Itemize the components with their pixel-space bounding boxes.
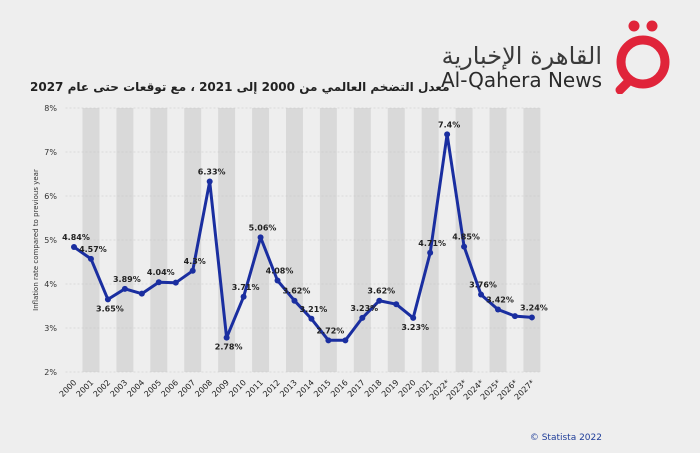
x-tick-label: 2000 bbox=[58, 378, 79, 399]
x-tick-label: 2004 bbox=[125, 378, 146, 399]
x-tick-label: 2016 bbox=[329, 378, 350, 399]
column-band bbox=[184, 108, 202, 372]
y-tick-label: 4% bbox=[44, 280, 57, 289]
brand-name-english: Al-Qahera News bbox=[440, 68, 602, 92]
grid-lines bbox=[65, 107, 541, 373]
y-axis-label: Inflation rate compared to previous year bbox=[32, 169, 40, 311]
data-point bbox=[325, 337, 332, 344]
data-label: 6.33% bbox=[198, 167, 226, 176]
data-label: 7.4% bbox=[438, 120, 460, 129]
data-point bbox=[376, 297, 383, 304]
data-label: 3.76% bbox=[469, 281, 497, 290]
column-band bbox=[319, 108, 337, 372]
y-tick-label: 2% bbox=[44, 368, 57, 377]
x-axis-ticks: 2000200120022003200420052006200720082009… bbox=[58, 378, 537, 402]
data-label: 4.08% bbox=[266, 266, 294, 275]
data-label: 2.72% bbox=[317, 326, 345, 335]
data-point bbox=[223, 334, 230, 341]
x-tick-label: 2009 bbox=[210, 378, 231, 399]
column-band bbox=[523, 108, 541, 372]
data-label: 4.57% bbox=[79, 245, 107, 254]
data-label: 4.04% bbox=[147, 268, 175, 277]
data-point bbox=[342, 337, 349, 344]
x-tick-label: 2018 bbox=[363, 378, 384, 399]
data-point bbox=[104, 296, 111, 303]
data-label: 3.62% bbox=[367, 287, 395, 296]
data-point bbox=[71, 244, 77, 251]
data-point bbox=[257, 234, 264, 241]
y-tick-label: 3% bbox=[44, 324, 57, 333]
data-label: 4.71% bbox=[418, 239, 446, 248]
x-tick-label: 2008 bbox=[193, 378, 214, 399]
source-credit: © Statista 2022 bbox=[529, 433, 602, 443]
x-tick-label: 2003 bbox=[109, 378, 130, 399]
data-label: 3.65% bbox=[96, 304, 124, 313]
data-label: 3.42% bbox=[486, 296, 514, 305]
data-label: 2.78% bbox=[215, 343, 243, 352]
data-point bbox=[189, 267, 196, 274]
data-point bbox=[393, 301, 400, 308]
x-tick-label: 2020 bbox=[397, 378, 418, 399]
data-point bbox=[410, 314, 417, 321]
data-label: 4.84% bbox=[62, 233, 90, 242]
x-tick-label: 2012 bbox=[261, 378, 282, 399]
data-label: 4.3% bbox=[184, 257, 206, 266]
data-point bbox=[138, 290, 145, 297]
data-point bbox=[511, 313, 518, 320]
data-label: 4.85% bbox=[452, 233, 480, 242]
x-tick-label: 2002 bbox=[92, 378, 113, 399]
x-tick-label: 2014 bbox=[295, 378, 316, 399]
data-label: 3.21% bbox=[300, 305, 328, 314]
data-point bbox=[495, 306, 501, 313]
chart-title: معدل التضخم العالمي من 2000 إلى 2021 ، م… bbox=[30, 80, 450, 94]
x-tick-label: 2007 bbox=[176, 378, 197, 399]
data-point bbox=[274, 277, 281, 284]
data-point bbox=[291, 297, 298, 304]
data-point bbox=[87, 255, 94, 262]
y-axis-ticks: 2% 3% 4% 5% 6% 7% 8% bbox=[44, 104, 57, 377]
brand-name-arabic: القاهرة الإخبارية bbox=[441, 42, 602, 70]
data-label: 3.23% bbox=[401, 323, 429, 332]
data-point bbox=[206, 178, 213, 185]
x-tick-label: 2001 bbox=[75, 378, 96, 399]
data-label: 3.89% bbox=[113, 275, 141, 284]
data-label: 5.06% bbox=[249, 223, 277, 232]
data-point bbox=[308, 315, 315, 322]
data-label: 3.62% bbox=[283, 287, 311, 296]
x-tick-label: 2010 bbox=[227, 378, 248, 399]
x-tick-label: 2006 bbox=[159, 378, 180, 399]
data-points bbox=[71, 131, 535, 344]
series-line bbox=[73, 132, 533, 342]
data-point bbox=[359, 314, 366, 321]
x-tick-label: 2019 bbox=[380, 378, 401, 399]
data-point bbox=[478, 291, 485, 298]
data-label: 3.24% bbox=[520, 303, 548, 312]
x-tick-label: 2015 bbox=[312, 378, 333, 399]
data-point bbox=[155, 279, 162, 286]
data-point bbox=[121, 285, 128, 292]
data-point bbox=[528, 314, 535, 321]
data-label: 3.23% bbox=[350, 304, 378, 313]
x-tick-label: 2011 bbox=[244, 378, 265, 399]
y-tick-label: 8% bbox=[44, 104, 57, 113]
data-point bbox=[444, 131, 451, 138]
x-tick-label: 2005 bbox=[142, 378, 163, 399]
column-band bbox=[116, 108, 134, 372]
data-labels: 4.84% 4.57% 3.65% 3.89% 4.04% 4.3% 6.33% 2.78% 3… bbox=[62, 120, 548, 351]
x-tick-label: 2017 bbox=[346, 378, 367, 399]
data-point bbox=[172, 279, 179, 286]
y-tick-label: 5% bbox=[44, 236, 57, 245]
brand-logo-icon bbox=[615, 20, 670, 94]
data-point bbox=[240, 293, 247, 300]
y-tick-label: 7% bbox=[44, 148, 57, 157]
x-tick-label: 2013 bbox=[278, 378, 299, 399]
data-point bbox=[461, 243, 468, 250]
data-point bbox=[427, 249, 434, 256]
data-label: 3.71% bbox=[232, 283, 260, 292]
y-tick-label: 6% bbox=[44, 192, 57, 201]
